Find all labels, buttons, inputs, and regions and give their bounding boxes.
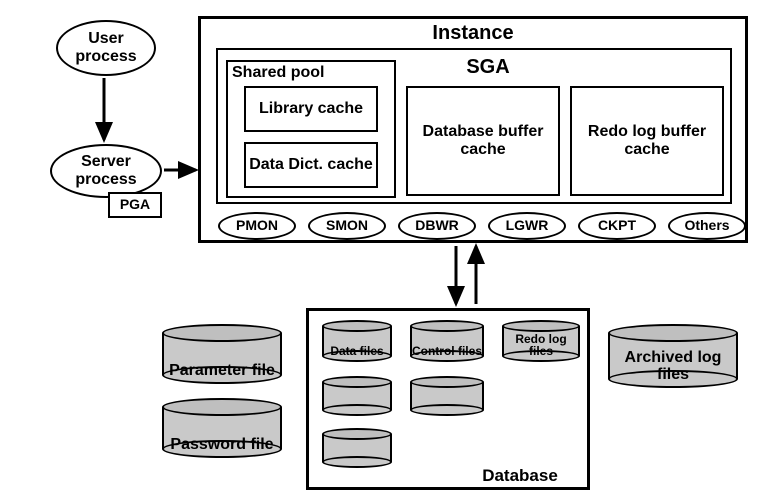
database-label: Database <box>456 466 584 486</box>
instance-title: Instance <box>198 22 748 45</box>
oracle-architecture-diagram: Instance SGA Shared pool Library cache Data … <box>0 0 766 500</box>
data-files-cyl-label: Data files <box>322 345 392 358</box>
library-cache-box: Library cache <box>244 86 378 132</box>
redo-log-files-cyl-label: Redo log files <box>502 333 580 358</box>
server-process-node: Server process <box>50 144 162 198</box>
data-dict-cache-box: Data Dict. cache <box>244 142 378 188</box>
password-file-cyl: Password file <box>162 398 282 458</box>
process-lgwr: LGWR <box>488 212 566 240</box>
archived-logs-cyl: Archived log files <box>608 324 738 388</box>
process-smon: SMON <box>308 212 386 240</box>
parameter-file-cyl: Parameter file <box>162 324 282 384</box>
archived-logs-cyl-label: Archived log files <box>608 350 738 384</box>
process-others: Others <box>668 212 746 240</box>
control-files-stack2 <box>410 376 484 416</box>
control-files-cyl-label: Control files <box>410 345 484 358</box>
pga-box: PGA <box>108 192 162 218</box>
control-files-cyl: Control files <box>410 320 484 362</box>
shared-pool-title: Shared pool <box>232 64 388 82</box>
db-buffer-cache-box: Database buffer cache <box>406 86 560 196</box>
data-files-stack2 <box>322 376 392 416</box>
process-dbwr: DBWR <box>398 212 476 240</box>
parameter-file-cyl-label: Parameter file <box>162 363 282 380</box>
redo-log-files-cyl: Redo log files <box>502 320 580 362</box>
redo-log-cache-box: Redo log buffer cache <box>570 86 724 196</box>
data-files-cyl: Data files <box>322 320 392 362</box>
password-file-cyl-label: Password file <box>162 437 282 454</box>
user-process-node: User process <box>56 20 156 76</box>
sga-title: SGA <box>428 56 548 79</box>
data-files-stack3 <box>322 428 392 468</box>
process-ckpt: CKPT <box>578 212 656 240</box>
process-pmon: PMON <box>218 212 296 240</box>
